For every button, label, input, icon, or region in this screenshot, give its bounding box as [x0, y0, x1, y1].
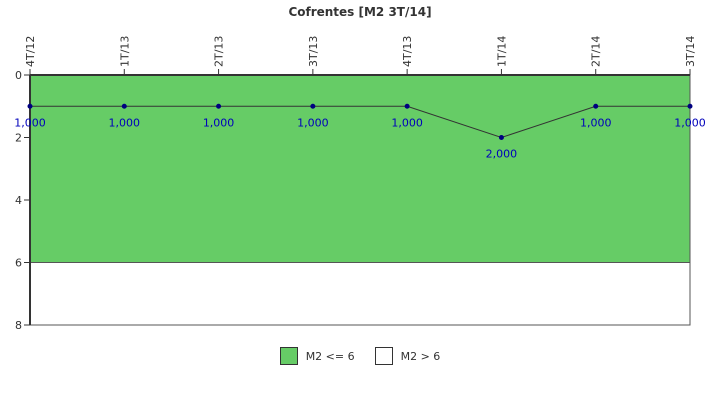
legend-item-m2-le-6: M2 <= 6	[279, 347, 355, 365]
legend-swatch-green	[279, 347, 298, 365]
y-tick-label: 6	[15, 257, 22, 270]
legend-label: M2 <= 6	[305, 349, 355, 363]
data-point	[216, 103, 222, 109]
chart-title: Cofrentes [M2 3T/14]	[288, 5, 431, 19]
x-tick-label: 4T/12	[24, 36, 37, 67]
legend: M2 <= 6 M2 > 6	[0, 344, 720, 368]
y-tick-label: 4	[15, 194, 22, 207]
x-tick-label: 1T/14	[495, 36, 508, 67]
x-tick-label: 4T/13	[401, 36, 414, 67]
x-tick-label: 2T/13	[213, 36, 226, 67]
y-axis-ticks: 0 2 4 6 8	[15, 69, 30, 332]
chart-bands	[29, 74, 691, 326]
data-label: 1,000	[674, 116, 706, 129]
data-point	[498, 135, 504, 140]
data-point	[687, 103, 693, 109]
data-label: 1,000	[297, 116, 329, 129]
data-label: 1,000	[109, 116, 141, 129]
data-label: 1,000	[14, 116, 46, 129]
data-point	[121, 103, 127, 109]
series-group	[27, 103, 693, 140]
legend-item-m2-gt-6: M2 > 6	[374, 347, 441, 365]
x-axis-ticks: 4T/12 1T/13 2T/13 3T/13 4T/13 1T/14 2T/14 3T/14	[24, 36, 697, 75]
x-tick-label: 3T/14	[684, 36, 697, 67]
band-0	[29, 74, 691, 263]
band-1	[29, 262, 691, 326]
data-label: 1,000	[203, 116, 235, 129]
y-tick-label: 8	[15, 319, 22, 332]
y-tick-label: 0	[15, 69, 22, 82]
data-point	[27, 103, 33, 109]
data-label: 1,000	[391, 116, 423, 129]
x-tick-label: 2T/14	[590, 36, 603, 67]
data-labels: 1,000 1,000 1,000 1,000 1,000 2,000 1,000 1,000	[14, 116, 706, 160]
y-tick-label: 2	[15, 132, 22, 145]
data-label: 1,000	[580, 116, 612, 129]
legend-label: M2 > 6	[400, 349, 441, 363]
legend-swatch-white	[374, 347, 393, 365]
data-point	[310, 103, 316, 109]
data-label: 2,000	[486, 148, 518, 161]
series-line	[30, 105, 690, 139]
data-point	[593, 103, 599, 109]
x-tick-label: 1T/13	[118, 36, 131, 67]
x-tick-label: 3T/13	[307, 36, 320, 67]
data-point	[404, 103, 410, 109]
